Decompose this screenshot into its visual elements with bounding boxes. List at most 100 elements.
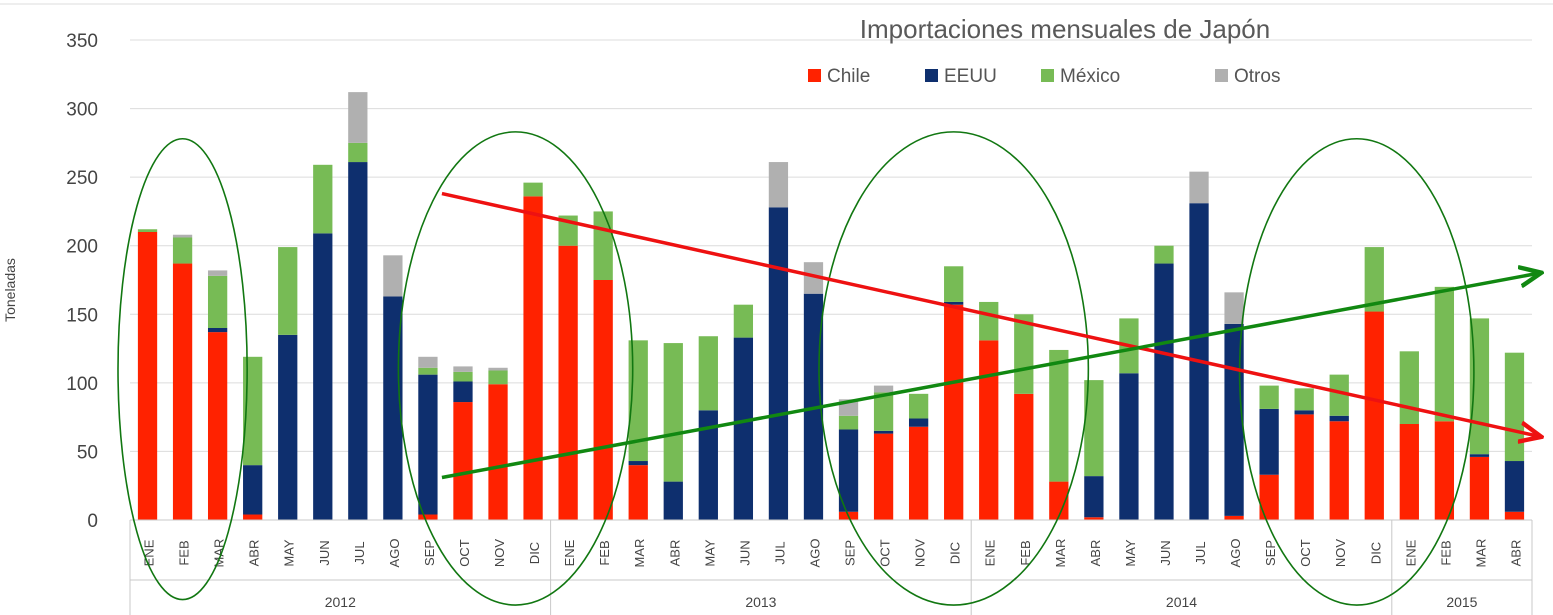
bar-eeuu-16	[698, 410, 718, 520]
bar-eeuu-31	[1224, 323, 1244, 516]
bar-eeuu-29	[1154, 263, 1174, 520]
x-tick-label: MAR	[1053, 539, 1068, 568]
bar-chile-3	[243, 514, 263, 520]
bar-otros-6	[348, 92, 368, 143]
bar-eeuu-9	[453, 381, 473, 403]
annotations	[117, 131, 1539, 606]
bar-méxico-35	[1364, 247, 1384, 312]
bar-chile-39	[1504, 511, 1525, 520]
bar-chile-38	[1469, 456, 1490, 520]
x-tick-label: SEP	[843, 540, 858, 566]
x-tick-label: FEB	[1438, 540, 1453, 565]
bar-méxico-4	[278, 247, 298, 335]
bar-méxico-6	[348, 142, 368, 163]
x-tick-label: ENE	[562, 539, 577, 566]
legend-label-otros: Otros	[1234, 66, 1280, 87]
legend-label-eeuu: EEUU	[944, 66, 997, 87]
bar-méxico-23	[944, 266, 964, 302]
x-tick-label: DIC	[527, 542, 542, 564]
x-tick-label: DIC	[948, 542, 963, 564]
x-tick-label: AGO	[1228, 539, 1243, 568]
year-label: 2015	[1446, 594, 1477, 610]
bars	[137, 92, 1525, 521]
x-tick-label: OCT	[878, 539, 893, 567]
chart-title: Importaciones mensuales de Japón	[860, 14, 1270, 44]
bar-méxico-34	[1329, 374, 1349, 416]
bar-chile-12	[558, 245, 578, 520]
bar-méxico-8	[418, 367, 438, 375]
x-tick-label: FEB	[1018, 540, 1033, 565]
bar-eeuu-5	[313, 233, 333, 520]
x-tick-label: JUN	[737, 540, 752, 565]
bar-eeuu-4	[278, 334, 298, 520]
bar-otros-8	[418, 356, 438, 368]
bar-chile-32	[1259, 474, 1279, 520]
bar-chile-9	[453, 402, 473, 520]
bar-méxico-13	[593, 211, 613, 280]
x-tick-label: JUL	[352, 541, 367, 564]
bar-méxico-33	[1294, 388, 1314, 411]
y-tick-label: 100	[66, 374, 98, 395]
x-tick-label: OCT	[457, 539, 472, 567]
ellipse-2012-oct-2013-feb	[397, 131, 634, 606]
bar-chile-23	[944, 304, 964, 520]
x-tick-label: ABR	[1088, 540, 1103, 567]
bar-eeuu-32	[1259, 408, 1279, 475]
bar-otros-30	[1189, 171, 1209, 204]
y-tick-label: 150	[66, 305, 98, 326]
legend-swatch-méxico	[1041, 69, 1054, 82]
bar-otros-10	[488, 367, 508, 371]
bar-chile-27	[1084, 517, 1104, 520]
bar-méxico-36	[1399, 351, 1419, 424]
bar-méxico-11	[523, 182, 543, 197]
bar-eeuu-23	[944, 301, 964, 305]
x-tick-label: JUL	[772, 541, 787, 564]
x-tick-label: MAR	[1473, 539, 1488, 568]
bar-méxico-15	[663, 343, 683, 482]
bar-méxico-10	[488, 370, 508, 385]
x-tick-label: NOV	[913, 539, 928, 568]
x-tick-label: DIC	[1368, 542, 1383, 564]
bar-otros-21	[873, 385, 894, 393]
bar-eeuu-17	[733, 337, 754, 520]
bar-eeuu-20	[838, 429, 859, 512]
x-tick-label: OCT	[1298, 539, 1313, 567]
bar-eeuu-8	[418, 374, 438, 515]
bar-eeuu-15	[663, 481, 683, 520]
bar-méxico-20	[838, 415, 859, 430]
ellipse-2012-ene-mar	[117, 137, 248, 601]
bar-eeuu-38	[1469, 454, 1490, 457]
bar-eeuu-27	[1084, 476, 1104, 518]
ellipse-2013-oct-2014-mar	[818, 131, 1090, 606]
bar-eeuu-2	[207, 328, 228, 333]
bar-chile-2	[207, 332, 228, 520]
bar-otros-1	[172, 234, 193, 238]
y-tick-label: 0	[87, 511, 98, 532]
bar-méxico-29	[1154, 245, 1174, 264]
y-axis-label: Toneladas	[2, 258, 18, 322]
x-tick-label: JUL	[1193, 541, 1208, 564]
bar-méxico-0	[137, 229, 158, 232]
x-tick-label: JUN	[1158, 540, 1173, 565]
bar-chile-24	[979, 340, 999, 520]
x-tick-label: MAY	[1123, 539, 1138, 567]
x-tick-label: ENE	[142, 539, 157, 566]
legend-swatch-eeuu	[925, 69, 938, 82]
bar-méxico-16	[698, 336, 718, 411]
bar-chile-11	[523, 196, 543, 521]
x-tick-label: MAY	[702, 539, 717, 567]
x-tick-label: NOV	[492, 539, 507, 568]
y-tick-label: 350	[66, 31, 98, 52]
bar-chile-10	[488, 384, 508, 520]
bar-eeuu-39	[1504, 461, 1525, 512]
legend-swatch-chile	[808, 69, 821, 82]
bar-eeuu-21	[873, 430, 894, 434]
bar-otros-7	[383, 255, 403, 297]
x-tick-label: AGO	[387, 539, 402, 568]
bar-méxico-1	[172, 237, 193, 264]
bar-chile-21	[873, 433, 894, 520]
bar-chile-25	[1014, 393, 1034, 520]
y-tick-label: 50	[77, 442, 98, 463]
year-label: 2014	[1166, 594, 1197, 610]
